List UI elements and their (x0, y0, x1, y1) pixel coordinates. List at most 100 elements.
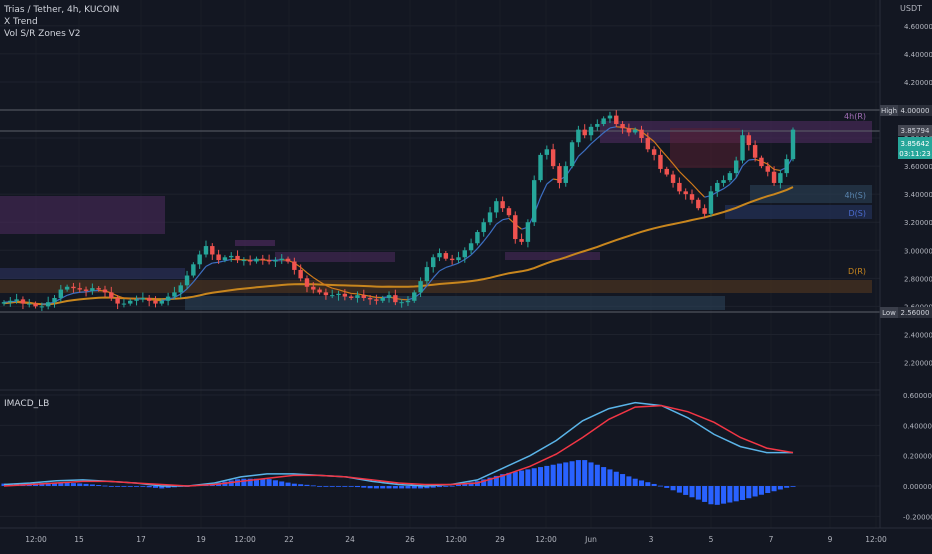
candle-body (109, 292, 113, 298)
macd-hist-bar (658, 486, 663, 487)
price-tick-label: 2.20000 (904, 360, 932, 368)
candle-body (639, 130, 643, 138)
macd-hist-bar (734, 486, 739, 501)
candle-body (210, 246, 214, 254)
macd-hist-bar (273, 480, 278, 486)
last-price-tag: 3.85794 (898, 125, 932, 136)
candle-body (671, 175, 675, 183)
macd-hist-bar (765, 486, 770, 493)
macd-hist-bar (772, 486, 777, 491)
sr-zone-teal-low (185, 296, 725, 310)
macd-hist-bar (84, 484, 89, 486)
time-tick-label: 5 (709, 535, 714, 544)
macd-hist-bar (551, 465, 556, 486)
macd-hist-bar (683, 486, 688, 495)
macd-hist-bar (601, 467, 606, 486)
candle-body (374, 299, 378, 300)
time-tick-label: 9 (828, 535, 833, 544)
candle-body (387, 295, 391, 298)
candle-body (532, 180, 536, 222)
macd-hist-bar (746, 486, 751, 498)
macd-hist-bar (544, 466, 549, 486)
macd-tick-label: 0.00000 (903, 483, 932, 491)
candle-body (482, 222, 486, 232)
candle-body (153, 301, 157, 304)
candle-body (614, 116, 618, 124)
current-price-tag: 3.85642 03:11:23 (898, 137, 932, 159)
candle-body (513, 215, 517, 239)
sr-zone-red-tip (670, 128, 740, 168)
macd-hist-bar (90, 484, 95, 486)
time-tick-label: Jun (584, 535, 597, 544)
candle-body (538, 155, 542, 180)
candle-body (545, 149, 549, 155)
price-tick-label: 3.00000 (904, 247, 932, 255)
macd-hist-bar (557, 464, 562, 486)
candle-body (494, 201, 498, 212)
macd-hist-bar (349, 486, 354, 487)
macd-hist-bar (576, 460, 581, 486)
candle-body (564, 166, 568, 183)
candle-body (179, 285, 183, 292)
candle-body (292, 262, 296, 270)
candle-body (740, 135, 744, 160)
candle-body (595, 124, 599, 127)
candle-body (362, 295, 366, 298)
macd-hist-bar (721, 486, 726, 504)
legend: Trias / Tether, 4h, KUCOIN X Trend Vol S… (4, 4, 119, 40)
candle-body (160, 301, 164, 304)
currency-label: USDT (900, 4, 922, 13)
candle-body (216, 254, 220, 260)
time-tick-label: 19 (196, 535, 206, 544)
macd-hist-bar (323, 486, 328, 487)
macd-hist-bar (519, 471, 524, 486)
candle-body (248, 260, 252, 261)
candle-body (582, 130, 586, 136)
candle-body (324, 292, 328, 295)
macd-hist-bar (702, 486, 707, 502)
macd-hist-bar (633, 479, 638, 486)
macd-hist-bar (614, 472, 619, 486)
macd-hist-bar (77, 483, 82, 486)
macd-hist-bar (437, 486, 442, 487)
legend-indicator-x-trend[interactable]: X Trend (4, 16, 119, 28)
macd-hist-bar (71, 483, 76, 486)
candle-body (601, 118, 605, 124)
candle-body (242, 260, 246, 261)
legend-indicator-vol-sr[interactable]: Vol S/R Zones V2 (4, 28, 119, 40)
macd-hist-bar (330, 486, 335, 487)
candle-body (343, 294, 347, 297)
macd-hist-bar (450, 486, 455, 487)
macd-hist-bar (65, 483, 70, 486)
macd-hist-bar (140, 486, 145, 487)
candle-body (406, 301, 410, 302)
candle-body (557, 166, 561, 183)
sr-zone-blue-low (0, 268, 185, 279)
candle-body (759, 158, 763, 166)
macd-hist-bar (399, 486, 404, 488)
macd-tick-label: 0.20000 (903, 453, 932, 461)
candle-body (27, 304, 31, 305)
macd-hist-bar (582, 460, 587, 486)
candle-body (747, 135, 751, 145)
candle-body (166, 297, 170, 301)
candle-body (197, 254, 201, 264)
time-tick-label: 12:00 (535, 535, 557, 544)
macd-hist-bar (267, 479, 272, 486)
macd-hist-bar (412, 486, 417, 488)
candle-body (90, 288, 94, 291)
legend-symbol[interactable]: Trias / Tether, 4h, KUCOIN (4, 4, 119, 16)
time-tick-label: 3 (649, 535, 654, 544)
macd-hist-bar (311, 485, 316, 486)
legend-indicator-imacd[interactable]: IMACD_LB (4, 398, 49, 410)
candle-body (437, 253, 441, 257)
candle-body (349, 297, 353, 298)
macd-hist-bar (286, 483, 291, 486)
candle-body (683, 191, 687, 194)
time-tick-label: 7 (769, 535, 774, 544)
time-tick-label: 26 (405, 535, 415, 544)
macd-hist-bar (652, 484, 657, 486)
candle-body (709, 191, 713, 213)
macd-hist-bar (538, 467, 543, 486)
